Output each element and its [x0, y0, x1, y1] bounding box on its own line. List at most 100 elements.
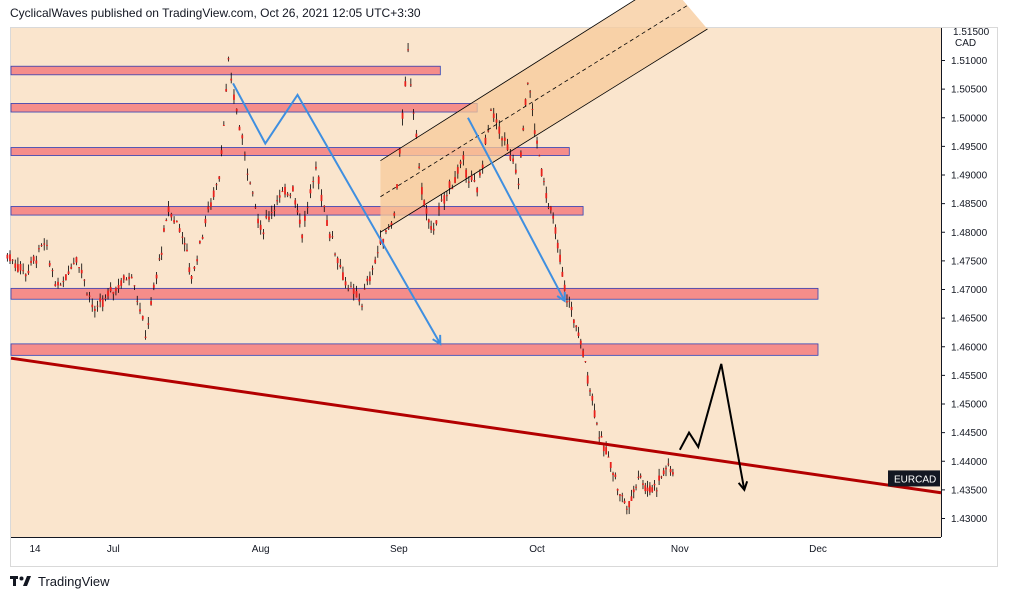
candle-body [109, 286, 112, 292]
candle-body [59, 284, 62, 286]
candle-body [347, 288, 350, 290]
candle-body [440, 199, 443, 201]
candle-body [241, 135, 244, 139]
candle-body [83, 279, 86, 281]
candle-body [524, 99, 527, 106]
price-tick-label: 1.50000 [951, 113, 988, 124]
candle-body [572, 319, 575, 324]
candle-body [579, 340, 582, 345]
candle-body [487, 130, 490, 132]
candle-body [625, 508, 628, 510]
candle-body [11, 259, 14, 261]
wave-arrow-1 [232, 82, 442, 345]
candle-body [662, 470, 665, 475]
candle-body [596, 423, 598, 425]
tradingview-logo-icon [10, 576, 31, 586]
candle-body [598, 437, 601, 439]
candle-body [186, 249, 188, 252]
candle-body [19, 264, 22, 271]
candle-body [344, 281, 347, 286]
candle-body [559, 254, 561, 262]
candle-body [547, 206, 550, 208]
candle-body [218, 176, 221, 180]
candle-body [278, 195, 281, 198]
candle-body [284, 186, 286, 195]
price-tick-label: 1.49500 [951, 142, 988, 153]
candle-body [233, 94, 235, 100]
candle-body [462, 155, 465, 160]
candle-body [415, 133, 418, 138]
candle-body [128, 276, 130, 280]
channel-lower-line [380, 28, 708, 233]
candle-body [32, 256, 35, 261]
candle-body [141, 316, 144, 320]
price-tick-label-partial: 1.51500 [953, 27, 990, 38]
candle-body [298, 219, 301, 224]
candle-body [506, 144, 509, 150]
candle-body [309, 189, 312, 194]
candle-body [376, 252, 379, 254]
candle-body [651, 487, 654, 492]
candle-body [312, 180, 315, 182]
time-tick-label: Dec [809, 544, 827, 555]
candle-body [404, 81, 407, 87]
candle-body [374, 259, 377, 263]
price-channel [380, 0, 708, 233]
candle-body [635, 486, 637, 488]
currency-label-box [952, 36, 978, 49]
candle-body [276, 200, 279, 202]
candle-body [130, 276, 133, 279]
candle-body [72, 263, 75, 265]
candle-body [512, 158, 514, 162]
candle-body [630, 496, 633, 501]
candle-body [514, 169, 517, 173]
candle-body [304, 215, 306, 221]
candle-body [133, 285, 136, 287]
candle-body [531, 108, 534, 110]
candle-body [286, 193, 289, 196]
candle-body [658, 475, 660, 481]
candle-body [67, 271, 70, 274]
candle-body [420, 187, 423, 195]
candle-body [259, 224, 262, 230]
candle-body [591, 395, 594, 401]
candle-body [616, 488, 619, 491]
candle-body [350, 286, 352, 288]
candle-body [520, 152, 522, 157]
price-axis: 1.51000 1.50500 1.50000 1.49500 1.49000 1.485… [888, 27, 990, 537]
price-tick-label: 1.46000 [951, 342, 988, 353]
resistance-zone-6 [10, 343, 819, 356]
last-price-label: EURCAD [894, 474, 936, 485]
candle-body [470, 175, 473, 181]
candle-body [619, 494, 621, 496]
candle-body [476, 187, 479, 193]
candle-body [170, 213, 173, 218]
projection-arrow-arrowhead [737, 481, 749, 492]
candle-body [612, 473, 614, 476]
projection-arrow [678, 363, 746, 491]
candle-body [443, 195, 446, 204]
candle-body [210, 202, 212, 207]
candle-body [251, 192, 254, 194]
candle-body [306, 207, 309, 209]
candle-body [155, 274, 158, 279]
candle-body [296, 210, 299, 213]
candle-body [9, 254, 11, 262]
candle-body [639, 475, 642, 478]
candle-body [88, 295, 91, 297]
candle-body [323, 205, 326, 208]
candle-body [40, 245, 43, 247]
candle-body [355, 291, 358, 298]
candle-body [201, 236, 204, 239]
price-tick-label: 1.50500 [951, 85, 988, 96]
candle-body [412, 112, 415, 114]
candle-body [358, 299, 361, 302]
candle-body [490, 109, 492, 111]
candle-body [561, 271, 564, 277]
candle-body [235, 108, 238, 112]
candle-body [46, 244, 48, 246]
candle-body [196, 259, 199, 262]
candle-body [609, 462, 612, 468]
candle-body [371, 268, 374, 270]
